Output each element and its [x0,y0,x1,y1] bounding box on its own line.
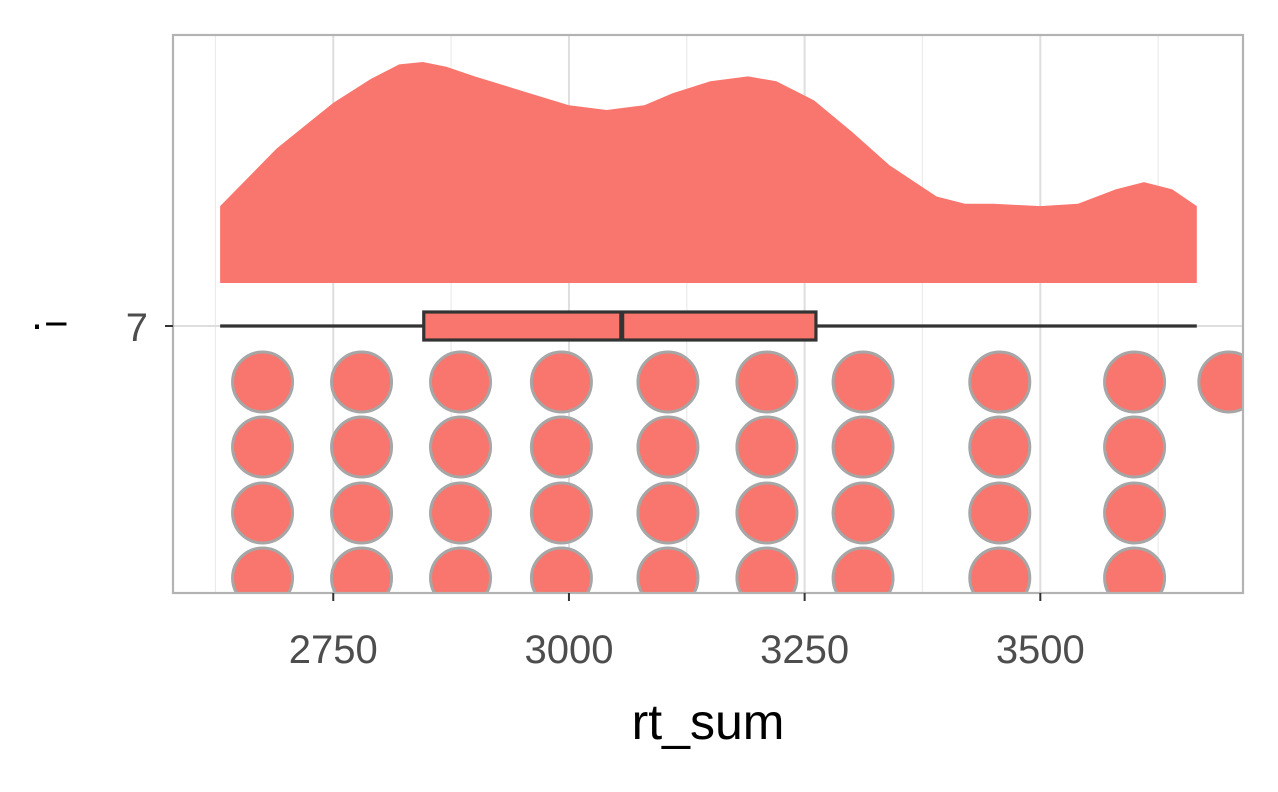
data-dot [968,415,1032,479]
data-dot [968,546,1032,593]
data-dot [330,481,394,545]
data-dot [735,546,799,593]
data-dot [1103,546,1167,593]
x-tick-label: 3250 [760,628,849,672]
data-dot [231,546,295,593]
data-dot [529,546,593,593]
x-tick-label: 3000 [524,628,613,672]
data-dot [231,481,295,545]
data-dot [735,350,799,414]
data-dot [636,546,700,593]
data-dot [735,415,799,479]
data-dot [831,350,895,414]
x-tick-label: 2750 [289,628,378,672]
data-dot [529,350,593,414]
data-dot [1103,350,1167,414]
data-dot [429,481,493,545]
x-axis-title: rt_sum [632,694,785,750]
data-dot [735,481,799,545]
data-dot [330,415,394,479]
boxplot-layer [220,310,1197,342]
data-dot [636,350,700,414]
data-dot [831,546,895,593]
data-dot [330,546,394,593]
x-tick-label: 3500 [996,628,1085,672]
panel-border [171,33,1245,595]
data-dot [429,415,493,479]
density-area [220,62,1197,283]
density-layer [220,62,1197,283]
data-dot [231,350,295,414]
data-dot [529,415,593,479]
data-dot [831,415,895,479]
data-dot [968,481,1032,545]
dotplot-layer [231,350,1243,593]
axis-layer: 2750 3000 3250 3500 7 [126,306,1085,672]
data-dot [231,415,295,479]
y-tick-label: 7 [126,306,148,350]
data-dot [636,415,700,479]
data-dot [429,350,493,414]
data-dot [1103,481,1167,545]
data-dot [529,481,593,545]
data-dot [330,350,394,414]
data-dot [429,546,493,593]
data-dot [636,481,700,545]
data-dot [831,481,895,545]
data-dot [968,350,1032,414]
data-dot [1197,350,1243,414]
legend-glyph: ·− [30,300,69,347]
data-dot [1103,415,1167,479]
